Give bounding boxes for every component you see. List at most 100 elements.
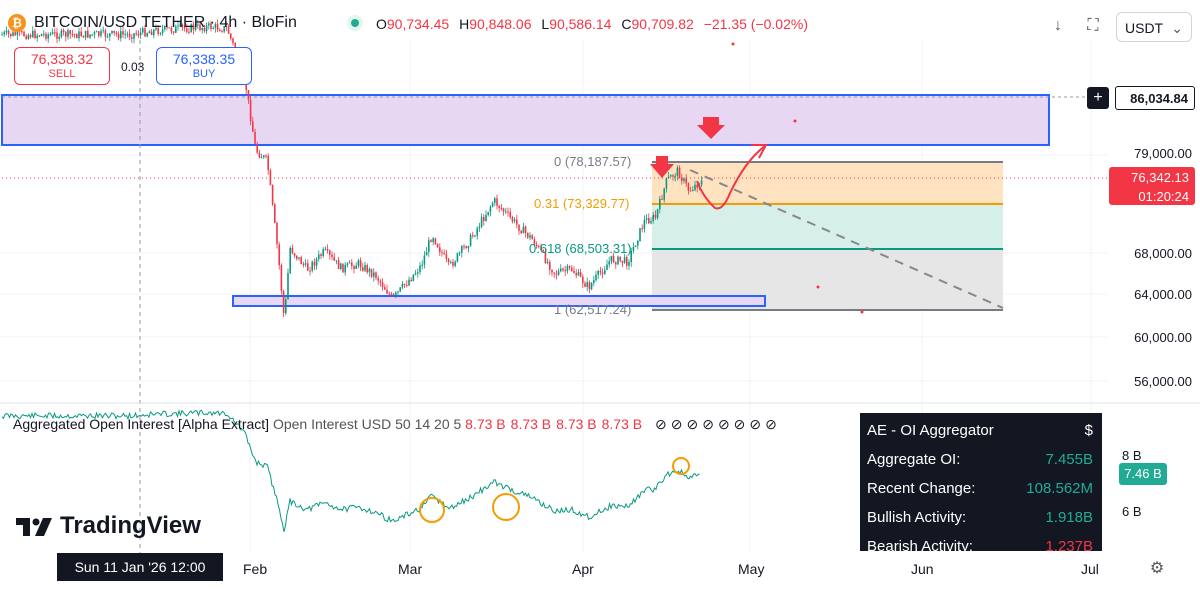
month-tick: Apr — [572, 561, 594, 577]
oi-marker-circle — [492, 493, 520, 521]
candle-body — [582, 276, 584, 284]
candle-body — [527, 232, 529, 238]
candle-body — [375, 272, 377, 279]
candle-body — [214, 24, 217, 29]
candle-body — [595, 274, 597, 281]
oi-line — [1, 409, 700, 533]
candle-body — [632, 247, 635, 251]
currency-select[interactable]: USDT ⌄ — [1116, 12, 1192, 42]
candle-body — [56, 32, 58, 39]
candle-body — [313, 261, 316, 266]
candle-body — [681, 178, 683, 181]
candle-body — [109, 33, 111, 37]
fib-label-0.31: 0.31 (73,329.77) — [534, 196, 630, 211]
candle-body — [502, 208, 505, 212]
candle-body — [78, 31, 80, 39]
sell-button[interactable]: 76,338.32 SELL — [14, 47, 110, 85]
price-tick: 68,000.00 — [1134, 246, 1192, 261]
candle-body — [175, 26, 177, 33]
candle-body — [663, 188, 665, 200]
oi-value: 8.73 B — [601, 416, 643, 432]
buy-button[interactable]: 76,338.35 BUY — [156, 47, 252, 85]
candle-body — [293, 253, 296, 256]
price-tick: 60,000.00 — [1134, 330, 1192, 345]
candle-body — [227, 27, 230, 34]
candle-body — [364, 265, 366, 271]
panel-row: Recent Change: 108.562M — [860, 475, 1102, 503]
candle-body — [436, 243, 439, 248]
candle-body — [23, 31, 25, 37]
candle-body — [76, 34, 78, 39]
candle-body — [456, 253, 459, 262]
panel-row-value: 1.237B — [1045, 538, 1093, 551]
candle-body — [639, 228, 641, 241]
sell-price: 76,338.32 — [30, 51, 94, 67]
candle-body — [5, 30, 8, 33]
panel-row: Aggregate OI: 7.455B — [860, 446, 1102, 474]
candle-body — [252, 121, 254, 132]
candle-body — [280, 265, 283, 291]
add-alert-icon[interactable]: + — [1087, 87, 1109, 109]
panel-row: Bullish Activity: 1.918B — [860, 504, 1102, 532]
na-value-icon: ⊘ — [765, 416, 777, 432]
candle-body — [205, 25, 208, 32]
bar-countdown: 01:20:24 — [1138, 189, 1189, 204]
market-status-icon[interactable] — [347, 15, 363, 31]
marker-price-badge: 86,034.84 — [1115, 86, 1195, 110]
oi-series — [1, 409, 700, 533]
stray-mark — [860, 310, 864, 314]
candle-body — [612, 255, 615, 263]
oi-indicator-title[interactable]: Aggregated Open Interest [Alpha Extract]… — [13, 416, 777, 433]
candle-body — [397, 291, 399, 293]
candle-body — [179, 24, 181, 26]
candle-body — [553, 272, 555, 274]
candle-body — [267, 155, 269, 171]
tradingview-logo[interactable]: TradingView — [16, 512, 201, 540]
candle-body — [102, 30, 104, 32]
candle-body — [91, 34, 93, 36]
candle-body — [355, 265, 357, 269]
candle-body — [544, 251, 547, 264]
support-zone[interactable] — [232, 295, 766, 307]
projection-path[interactable] — [696, 145, 766, 210]
candle-body — [659, 198, 661, 210]
candle-body — [461, 246, 463, 253]
panel-row-value: 1.918B — [1045, 509, 1093, 526]
candle-body — [542, 250, 544, 252]
tradingview-wordmark: TradingView — [60, 512, 201, 539]
candle-body — [491, 202, 494, 207]
candle-body — [58, 36, 60, 39]
candle-body — [560, 268, 562, 272]
candle-body — [425, 252, 428, 256]
ohlc-close: 90,709.82 — [631, 16, 694, 32]
oi-value: 8.73 B — [465, 416, 506, 432]
candle-body — [421, 264, 423, 266]
symbol-title[interactable]: BITCOIN/USD TETHER · 4h · BloFin — [34, 14, 297, 31]
candle-body — [331, 254, 333, 257]
candle-body — [223, 26, 225, 32]
candle-body — [225, 26, 228, 28]
candle-body — [535, 244, 538, 247]
candle-body — [346, 263, 349, 265]
candle-body — [232, 38, 234, 44]
candle-body — [73, 34, 76, 36]
candle-body — [586, 282, 588, 287]
ohlc-high-key: H — [459, 16, 470, 32]
tradingview-icon — [16, 517, 52, 536]
month-tick: Mar — [398, 561, 423, 577]
candle-body — [373, 272, 375, 277]
candle-body — [62, 30, 65, 33]
candle-body — [192, 24, 195, 30]
oi-aggregator-panel: AE - OI Aggregator $ Aggregate OI: 7.455… — [860, 413, 1102, 551]
resistance-zone[interactable] — [1, 94, 1050, 146]
settings-icon[interactable]: ⚙ — [1149, 560, 1165, 577]
candle-body — [450, 261, 452, 263]
candle-body — [483, 217, 485, 221]
projection-arrowhead — [751, 144, 768, 159]
candle-body — [377, 278, 379, 281]
candle-body — [14, 32, 16, 36]
candle-body — [142, 28, 144, 33]
fullscreen-icon[interactable]: ⛶ — [1087, 17, 1099, 34]
download-icon[interactable]: ↓ — [1054, 17, 1062, 34]
